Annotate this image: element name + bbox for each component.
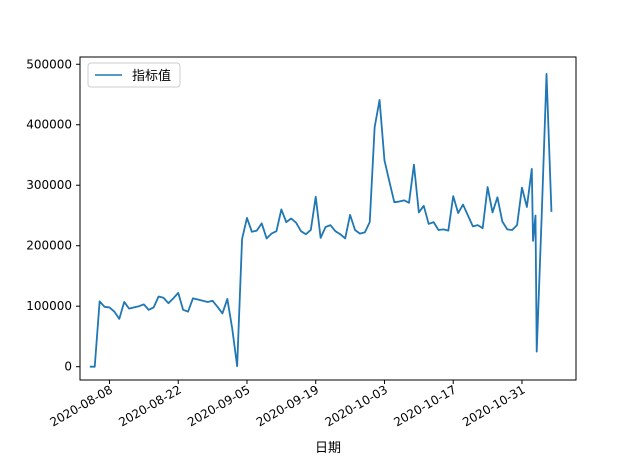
- x-tick-label: 2020-10-03: [323, 382, 390, 429]
- y-tick-label: 400000: [26, 118, 72, 132]
- x-tick-label: 2020-10-17: [391, 382, 458, 429]
- x-tick-label: 2020-08-22: [116, 382, 183, 429]
- x-axis-title: 日期: [315, 441, 341, 456]
- x-tick-label: 2020-09-19: [254, 382, 321, 429]
- x-tick-label: 2020-09-05: [185, 382, 252, 429]
- y-tick-label: 500000: [26, 57, 72, 71]
- y-tick-label: 100000: [26, 299, 72, 313]
- y-axis: 0 100000 200000 300000 400000 500000: [26, 57, 80, 374]
- y-tick-label: 0: [64, 360, 72, 374]
- x-tick-label: 2020-08-08: [48, 382, 115, 429]
- x-axis: 2020-08-08 2020-08-22 2020-09-05 2020-09-19…: [48, 380, 527, 429]
- plot-area: [89, 73, 553, 368]
- legend-label: 指标值: [132, 68, 171, 84]
- axes-frame: [79, 56, 577, 381]
- y-tick-label: 300000: [26, 178, 72, 192]
- series-line-0: [89, 73, 553, 368]
- x-tick-label: 2020-10-31: [460, 382, 527, 429]
- legend: 指标值: [87, 62, 181, 88]
- y-tick-label: 200000: [26, 239, 72, 253]
- legend-box: [87, 62, 181, 88]
